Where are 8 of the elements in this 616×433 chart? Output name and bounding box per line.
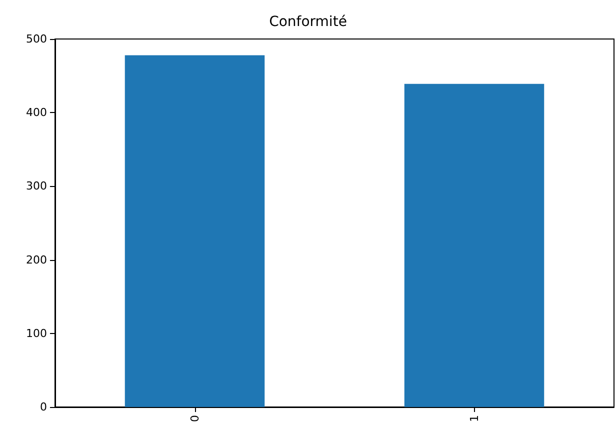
y-tick-label: 500: [26, 32, 47, 46]
chart-title: Conformité: [269, 14, 347, 30]
y-tick-label: 300: [26, 180, 47, 193]
y-tick-label: 0: [40, 400, 47, 414]
y-tick-label: 200: [26, 253, 47, 266]
x-tick-label: 1: [468, 415, 481, 422]
y-tick-label: 400: [26, 106, 47, 120]
y-tick-label: 100: [26, 326, 47, 340]
